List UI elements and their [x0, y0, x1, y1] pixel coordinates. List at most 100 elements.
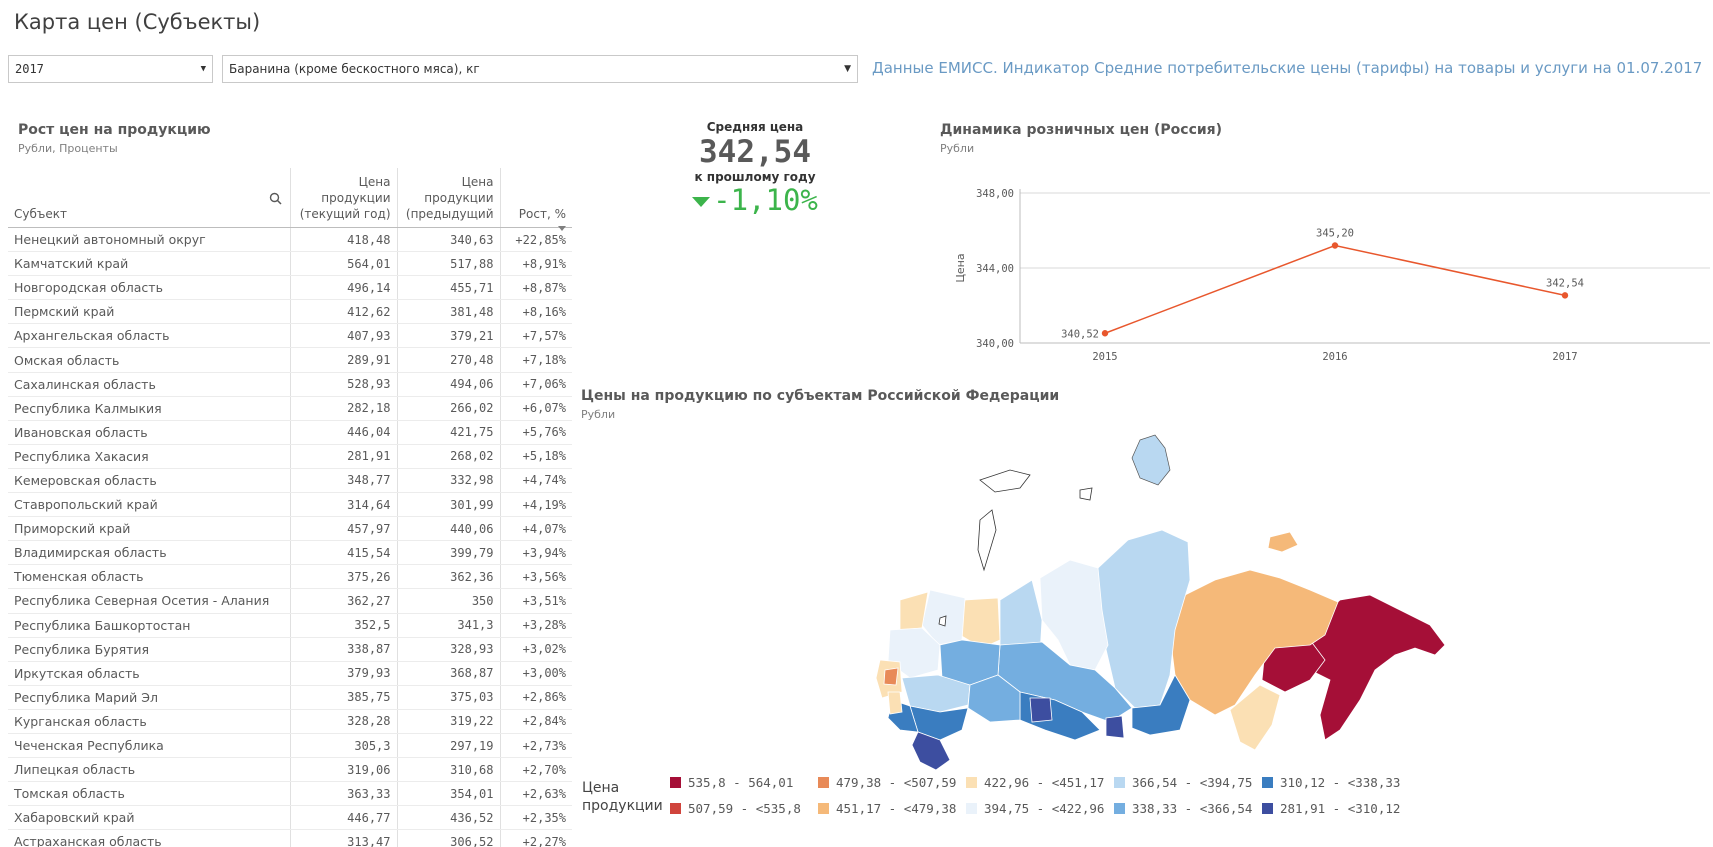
- table-row[interactable]: Липецкая область 319,06 310,68 +2,70%: [8, 757, 572, 783]
- table-row[interactable]: Архангельская область 407,93 379,21 +7,57%: [8, 323, 572, 349]
- y-tick-label: 344,00: [976, 263, 1014, 275]
- cell-previous-price: 368,87: [396, 661, 500, 686]
- price-trend-chart[interactable]: 340,00 344,00 348,00 Цена 2015 2016 2017 340,52…: [940, 175, 1710, 375]
- cell-growth: +3,94%: [499, 540, 572, 566]
- map-title: Цены на продукцию по субъектам Российско…: [581, 388, 1060, 404]
- cell-subject: Архангельская область: [8, 323, 290, 349]
- map-region[interactable]: [1029, 697, 1053, 723]
- dropdown-arrow-icon: ▼: [844, 64, 851, 74]
- product-select[interactable]: Баранина (кроме бескостного мяса), кг ▼: [222, 55, 858, 83]
- cell-growth: +2,84%: [499, 709, 572, 734]
- table-row[interactable]: Пермский край 412,62 381,48 +8,16%: [8, 299, 572, 325]
- table-row[interactable]: Республика Северная Осетия - Алания 362,2…: [8, 588, 572, 614]
- data-point[interactable]: [1331, 242, 1339, 249]
- x-tick-label: 2015: [1092, 351, 1117, 363]
- map-region[interactable]: [1039, 559, 1109, 671]
- cell-current-price: 282,18: [289, 396, 397, 421]
- table-row[interactable]: Томская область 363,33 354,01 +2,63%: [8, 781, 572, 807]
- x-tick-label: 2017: [1552, 351, 1577, 363]
- table-row[interactable]: Республика Башкортостан 352,5 341,3 +3,28%: [8, 613, 572, 638]
- table-row[interactable]: Республика Калмыкия 282,18 266,02 +6,07%: [8, 396, 572, 421]
- year-select[interactable]: 2017 ▼: [8, 55, 213, 83]
- column-header-current-price[interactable]: Цена продукции (текущий год): [289, 168, 397, 228]
- cell-subject: Липецкая область: [8, 757, 290, 783]
- table-row[interactable]: Сахалинская область 528,93 494,06 +7,06%: [8, 372, 572, 397]
- table-row[interactable]: Хабаровский край 446,77 436,52 +2,35%: [8, 805, 572, 831]
- search-icon[interactable]: [269, 192, 282, 209]
- legend-swatch: [1262, 777, 1273, 788]
- legend-item[interactable]: 366,54 - <394,75: [1114, 775, 1252, 790]
- table-row[interactable]: Республика Хакасия 281,91 268,02 +5,18%: [8, 444, 572, 469]
- map-region[interactable]: [883, 667, 899, 686]
- map-region[interactable]: [1105, 715, 1125, 739]
- cell-subject: Республика Марий Эл: [8, 685, 290, 710]
- table-row[interactable]: Иркутская область 379,93 368,87 +3,00%: [8, 661, 572, 686]
- table-row[interactable]: Камчатский край 564,01 517,88 +8,91%: [8, 251, 572, 277]
- map-region[interactable]: [1131, 674, 1191, 736]
- cell-subject: Тюменская область: [8, 564, 290, 590]
- map-region[interactable]: [938, 615, 947, 627]
- table-row[interactable]: Владимирская область 415,54 399,79 +3,94%: [8, 540, 572, 566]
- cell-previous-price: 455,71: [396, 275, 500, 301]
- map-region[interactable]: [1079, 487, 1093, 501]
- cell-previous-price: 340,63: [396, 227, 500, 253]
- legend-swatch: [670, 777, 681, 788]
- map-region[interactable]: [1131, 434, 1171, 486]
- data-point[interactable]: [1101, 330, 1109, 337]
- cell-current-price: 415,54: [289, 540, 397, 566]
- table-row[interactable]: Приморский край 457,97 440,06 +4,07%: [8, 516, 572, 542]
- cell-current-price: 564,01: [289, 251, 397, 277]
- data-label: 342,54: [1546, 277, 1584, 289]
- cell-previous-price: 354,01: [396, 781, 500, 807]
- cell-previous-price: 436,52: [396, 805, 500, 831]
- legend-item[interactable]: 394,75 - <422,96: [966, 801, 1104, 816]
- legend-item[interactable]: 507,59 - <535,8: [670, 801, 801, 816]
- legend-item[interactable]: 422,96 - <451,17: [966, 775, 1104, 790]
- cell-previous-price: 375,03: [396, 685, 500, 710]
- cell-current-price: 375,26: [289, 564, 397, 590]
- legend-item[interactable]: 338,33 - <366,54: [1114, 801, 1252, 816]
- map-region[interactable]: [977, 509, 997, 572]
- legend-item[interactable]: 535,8 - 564,01: [670, 775, 793, 790]
- cell-subject: Томская область: [8, 781, 290, 807]
- table-row[interactable]: Чеченская Республика 305,3 297,19 +2,73%: [8, 733, 572, 759]
- table-row[interactable]: Омская область 289,91 270,48 +7,18%: [8, 347, 572, 373]
- table-row[interactable]: Ивановская область 446,04 421,75 +5,76%: [8, 420, 572, 445]
- map-region[interactable]: [1267, 531, 1299, 553]
- column-header-growth[interactable]: Рост, %: [499, 168, 572, 231]
- cell-growth: +2,63%: [499, 781, 572, 807]
- russia-regions-map[interactable]: [870, 430, 1450, 770]
- table-row[interactable]: Республика Бурятия 338,87 328,93 +3,02%: [8, 637, 572, 662]
- table-row[interactable]: Тюменская область 375,26 362,36 +3,56%: [8, 564, 572, 590]
- legend-item[interactable]: 281,91 - <310,12: [1262, 801, 1400, 816]
- sort-desc-icon: [558, 226, 566, 231]
- legend-item[interactable]: 451,17 - <479,38: [818, 801, 956, 816]
- table-row[interactable]: Новгородская область 496,14 455,71 +8,87%: [8, 275, 572, 301]
- data-label: 340,52: [1061, 328, 1099, 340]
- data-point[interactable]: [1561, 292, 1569, 299]
- table-row[interactable]: Республика Марий Эл 385,75 375,03 +2,86%: [8, 685, 572, 710]
- trend-subtitle: Рубли: [940, 142, 975, 155]
- cell-subject: Ненецкий автономный округ: [8, 227, 290, 253]
- legend-item[interactable]: 310,12 - <338,33: [1262, 775, 1400, 790]
- map-region[interactable]: [887, 691, 903, 715]
- table-row[interactable]: Ненецкий автономный округ 418,48 340,63 +22…: [8, 227, 572, 253]
- table-row[interactable]: Кемеровская область 348,77 332,98 +4,74%: [8, 468, 572, 494]
- legend-item[interactable]: 479,38 - <507,59: [818, 775, 956, 790]
- table-row[interactable]: Курганская область 328,28 319,22 +2,84%: [8, 709, 572, 734]
- column-header-previous-price[interactable]: Цена продукции (предыдущий: [396, 168, 500, 228]
- cell-previous-price: 362,36: [396, 564, 500, 590]
- table-row[interactable]: Астраханская область 313,47 306,52 +2,27%: [8, 829, 572, 847]
- map-region[interactable]: [1229, 684, 1281, 751]
- cell-subject: Республика Северная Осетия - Алания: [8, 588, 290, 614]
- page-title: Карта цен (Субъекты): [14, 10, 261, 34]
- cell-current-price: 412,62: [289, 299, 397, 325]
- legend-label: 451,17 - <479,38: [836, 801, 957, 816]
- column-header-subject[interactable]: Субъект: [8, 168, 290, 228]
- map-region[interactable]: [911, 731, 951, 770]
- table-row[interactable]: Ставропольский край 314,64 301,99 +4,19%: [8, 492, 572, 518]
- legend-swatch: [966, 777, 977, 788]
- map-region[interactable]: [979, 469, 1031, 493]
- cell-growth: +2,27%: [499, 829, 572, 847]
- cell-subject: Хабаровский край: [8, 805, 290, 831]
